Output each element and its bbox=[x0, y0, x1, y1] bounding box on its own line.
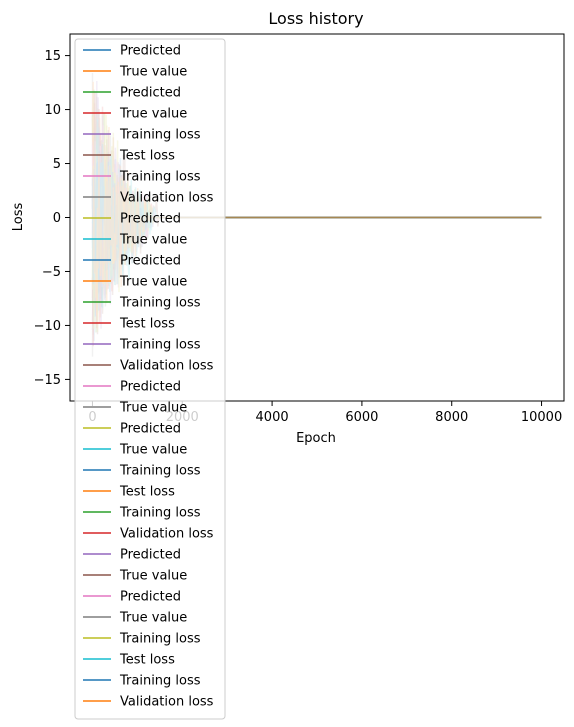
legend-entry: Training loss bbox=[119, 464, 201, 479]
legend-entry: Test loss bbox=[119, 485, 175, 500]
y-tick-label: 15 bbox=[44, 49, 61, 64]
legend-entry: Predicted bbox=[120, 422, 181, 437]
legend-entry: Training loss bbox=[119, 674, 201, 689]
y-axis-label: Loss bbox=[11, 203, 26, 232]
legend-entry: Validation loss bbox=[120, 191, 214, 206]
y-tick-label: 10 bbox=[44, 103, 61, 118]
legend-entry: True value bbox=[119, 443, 187, 458]
legend-entry: Test loss bbox=[119, 653, 175, 668]
legend-entry: Predicted bbox=[120, 86, 181, 101]
legend-entry: Predicted bbox=[120, 212, 181, 227]
legend-entry: Test loss bbox=[119, 149, 175, 164]
legend-entry: Training loss bbox=[119, 170, 201, 185]
legend-entry: Validation loss bbox=[120, 695, 214, 710]
legend-entry: Training loss bbox=[119, 632, 201, 647]
legend-entry: True value bbox=[119, 401, 187, 416]
legend-entry: Predicted bbox=[120, 548, 181, 563]
legend-entry: Training loss bbox=[119, 506, 201, 521]
y-tick-label: −5 bbox=[42, 265, 61, 280]
y-tick-label: 0 bbox=[53, 211, 61, 226]
legend-entry: Predicted bbox=[120, 380, 181, 395]
x-tick-label: 4000 bbox=[256, 410, 289, 425]
legend-entry: True value bbox=[119, 65, 187, 80]
y-tick-label: 5 bbox=[53, 157, 61, 172]
y-tick-label: −10 bbox=[34, 319, 61, 334]
legend-box bbox=[74, 38, 226, 720]
x-tick-label: 8000 bbox=[435, 410, 468, 425]
legend: Predicted True value Predicted True value Tr… bbox=[74, 38, 226, 720]
x-axis-label: Epoch bbox=[296, 431, 336, 446]
legend-entry: Test loss bbox=[119, 317, 175, 332]
legend-entry: Training loss bbox=[119, 296, 201, 311]
y-tick-label: −15 bbox=[34, 373, 61, 388]
y-ticks: −15 −10 −5 0 5 10 15 bbox=[34, 49, 70, 388]
legend-entry: True value bbox=[119, 569, 187, 584]
legend-entry: True value bbox=[119, 233, 187, 248]
legend-entry: Training loss bbox=[119, 128, 201, 143]
chart-title: Loss history bbox=[268, 9, 363, 28]
legend-entry: Training loss bbox=[119, 338, 201, 353]
legend-entry: Predicted bbox=[120, 590, 181, 605]
legend-entry: True value bbox=[119, 611, 187, 626]
x-tick-label: 6000 bbox=[345, 410, 378, 425]
legend-entry: Predicted bbox=[120, 44, 181, 59]
legend-entry: Validation loss bbox=[120, 527, 214, 542]
x-tick-label: 10000 bbox=[521, 410, 562, 425]
legend-entry: Predicted bbox=[120, 254, 181, 269]
legend-entry: Validation loss bbox=[120, 359, 214, 374]
legend-entry: True value bbox=[119, 107, 187, 122]
legend-entry: True value bbox=[119, 275, 187, 290]
